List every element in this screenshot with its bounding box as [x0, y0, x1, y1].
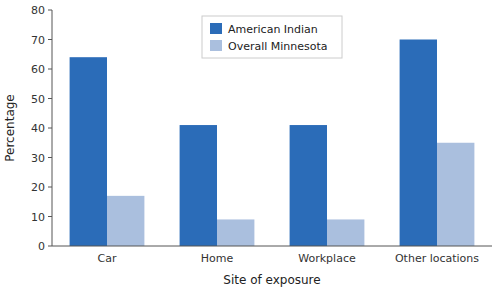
legend-swatch — [210, 40, 222, 51]
y-tick — [48, 216, 52, 217]
x-tick-label: Home — [201, 252, 234, 265]
bar — [437, 143, 474, 246]
y-tick-label: 0 — [38, 240, 45, 253]
bars — [70, 40, 475, 247]
bar — [400, 40, 437, 247]
y-tick — [48, 10, 52, 11]
axes: 0 10 20 30 40 50 60 70 80 Car Home Workplace Other l… — [31, 4, 492, 265]
x-tick-label: Workplace — [298, 252, 356, 265]
y-tick-label: 80 — [31, 4, 45, 17]
legend-label: Overall Minnesota — [228, 40, 328, 53]
legend: American Indian Overall Minnesota — [202, 16, 342, 58]
bar — [327, 219, 364, 246]
chart-container: 0 10 20 30 40 50 60 70 80 Car Home Workplace Other l… — [0, 0, 504, 292]
x-tick-label: Car — [98, 252, 117, 265]
y-tick-label: 70 — [31, 34, 45, 47]
y-tick-label: 50 — [31, 93, 45, 106]
y-axis-label: Percentage — [3, 94, 17, 162]
bar — [180, 125, 217, 246]
bar — [107, 196, 144, 246]
y-tick — [48, 187, 52, 188]
bar — [217, 219, 254, 246]
y-tick — [48, 128, 52, 129]
y-tick-label: 30 — [31, 152, 45, 165]
y-tick-label: 40 — [31, 122, 45, 135]
y-tick — [48, 98, 52, 99]
x-axis-label: Site of exposure — [223, 273, 320, 287]
y-tick-label: 20 — [31, 181, 45, 194]
y-tick-label: 60 — [31, 63, 45, 76]
chart: 0 10 20 30 40 50 60 70 80 Car Home Workplace Other l… — [0, 0, 504, 292]
legend-label: American Indian — [228, 23, 318, 36]
y-tick — [48, 246, 52, 247]
legend-box — [202, 16, 342, 58]
x-tick-label: Other locations — [395, 252, 479, 265]
y-tick — [48, 69, 52, 70]
y-tick-label: 10 — [31, 211, 45, 224]
bar — [290, 125, 327, 246]
y-tick — [48, 157, 52, 158]
x-axis-line — [52, 246, 492, 247]
bar — [70, 57, 107, 246]
y-tick — [48, 39, 52, 40]
legend-swatch — [210, 23, 222, 34]
